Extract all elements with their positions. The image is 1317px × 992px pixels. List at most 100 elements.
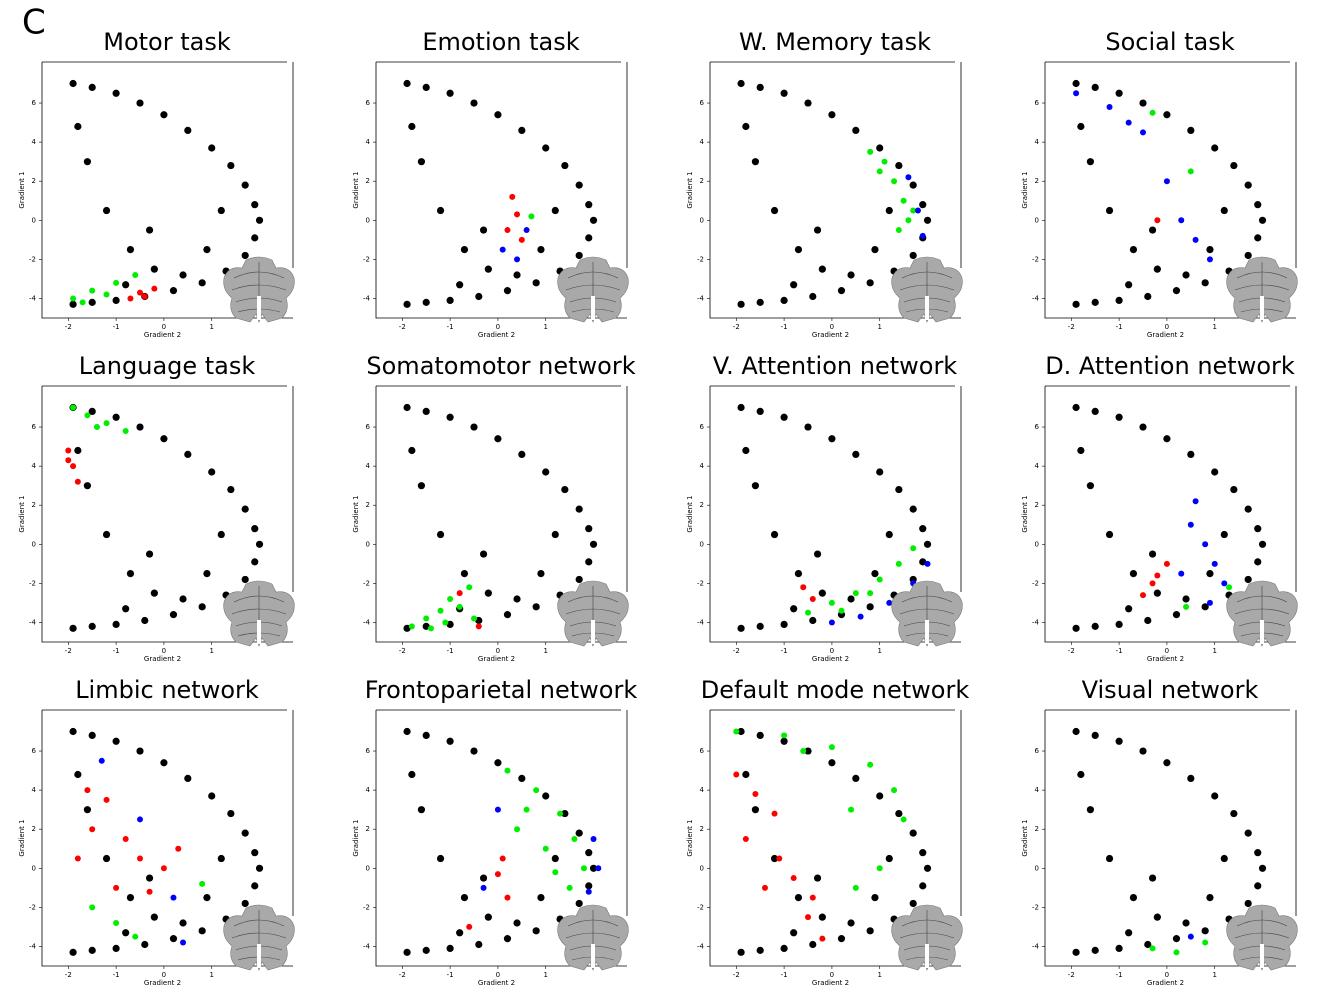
y-tick-label: 4 xyxy=(1035,462,1040,470)
data-point xyxy=(127,570,134,577)
data-point xyxy=(737,404,744,411)
data-point xyxy=(494,111,501,118)
x-tick-label: -2 xyxy=(399,971,406,979)
y-tick-label: -4 xyxy=(29,942,37,950)
panel-title: Limbic network xyxy=(75,676,259,704)
y-tick-label: 6 xyxy=(366,99,371,107)
data-point xyxy=(877,168,883,174)
y-tick-label: -2 xyxy=(1032,903,1039,911)
data-point xyxy=(75,479,81,485)
data-point xyxy=(1164,561,1170,567)
y-tick-label: 2 xyxy=(1035,825,1039,833)
data-point xyxy=(70,404,76,410)
panel-title: Visual network xyxy=(1082,676,1259,704)
panel: Frontoparietal network-2-101-4-20246Grad… xyxy=(352,676,637,987)
data-point xyxy=(103,207,110,214)
data-point xyxy=(1139,99,1146,106)
x-axis-label: Gradient 2 xyxy=(144,979,181,987)
data-point xyxy=(1130,246,1137,253)
data-point xyxy=(581,865,587,871)
data-point xyxy=(1092,408,1099,415)
panel-title: V. Attention network xyxy=(713,352,958,380)
data-point xyxy=(1144,617,1151,624)
data-point xyxy=(752,482,759,489)
data-point xyxy=(160,111,167,118)
x-axis-label: Gradient 2 xyxy=(478,331,515,339)
data-point xyxy=(805,914,811,920)
data-point xyxy=(828,435,835,442)
data-point xyxy=(199,927,206,934)
data-point xyxy=(418,158,425,165)
data-point xyxy=(256,541,263,548)
y-tick-label: 2 xyxy=(366,825,370,833)
data-point xyxy=(504,768,510,774)
data-point xyxy=(485,590,492,597)
data-point xyxy=(136,423,143,430)
data-point xyxy=(1254,882,1261,889)
data-point xyxy=(199,279,206,286)
panel-title: Frontoparietal network xyxy=(365,676,638,704)
data-point xyxy=(461,246,468,253)
data-point xyxy=(113,90,120,97)
y-tick-label: 6 xyxy=(32,99,37,107)
data-point xyxy=(910,252,917,259)
data-point xyxy=(84,412,90,418)
data-point xyxy=(576,252,583,259)
data-point xyxy=(1173,611,1180,618)
panel-title: W. Memory task xyxy=(739,28,931,56)
data-point xyxy=(1150,945,1156,951)
y-tick-label: 0 xyxy=(1035,540,1039,548)
data-point xyxy=(251,558,258,565)
data-point xyxy=(1163,111,1170,118)
data-point xyxy=(418,806,425,813)
data-point xyxy=(772,811,778,817)
panel: Somatomotor network-2-101-4-20246Gradien… xyxy=(352,352,636,663)
data-point xyxy=(585,525,592,532)
x-tick-label: -1 xyxy=(781,647,788,655)
data-point xyxy=(447,945,454,952)
data-point xyxy=(74,447,81,454)
data-point xyxy=(184,127,191,134)
data-point xyxy=(1245,182,1252,189)
data-point xyxy=(69,625,76,632)
x-tick-label: 1 xyxy=(1212,971,1216,979)
y-axis-label: Gradient 1 xyxy=(1021,819,1029,856)
data-point xyxy=(494,435,501,442)
x-tick-label: -2 xyxy=(65,647,72,655)
x-tick-label: 0 xyxy=(162,971,166,979)
data-point xyxy=(1072,949,1079,956)
y-tick-label: 0 xyxy=(700,540,704,548)
data-point xyxy=(242,252,249,259)
data-point xyxy=(80,299,86,305)
data-point xyxy=(804,99,811,106)
data-point xyxy=(829,744,835,750)
data-point xyxy=(151,914,158,921)
data-point xyxy=(514,256,520,262)
data-point xyxy=(84,158,91,165)
data-point xyxy=(89,826,95,832)
data-point xyxy=(199,881,205,887)
data-point xyxy=(203,894,210,901)
data-point xyxy=(179,595,186,602)
data-point xyxy=(552,869,558,875)
data-point xyxy=(910,900,917,907)
data-point xyxy=(1206,570,1213,577)
data-point xyxy=(251,201,258,208)
data-point xyxy=(1221,531,1228,538)
data-point xyxy=(175,846,181,852)
data-point xyxy=(877,576,883,582)
data-point xyxy=(895,486,902,493)
data-point xyxy=(113,621,120,628)
data-point xyxy=(113,414,120,421)
data-point xyxy=(576,506,583,513)
data-point xyxy=(1130,570,1137,577)
x-tick-label: 1 xyxy=(543,971,547,979)
data-point xyxy=(127,246,134,253)
data-point xyxy=(146,874,153,881)
data-point xyxy=(576,900,583,907)
data-point xyxy=(919,525,926,532)
data-point xyxy=(113,885,119,891)
data-point xyxy=(113,920,119,926)
